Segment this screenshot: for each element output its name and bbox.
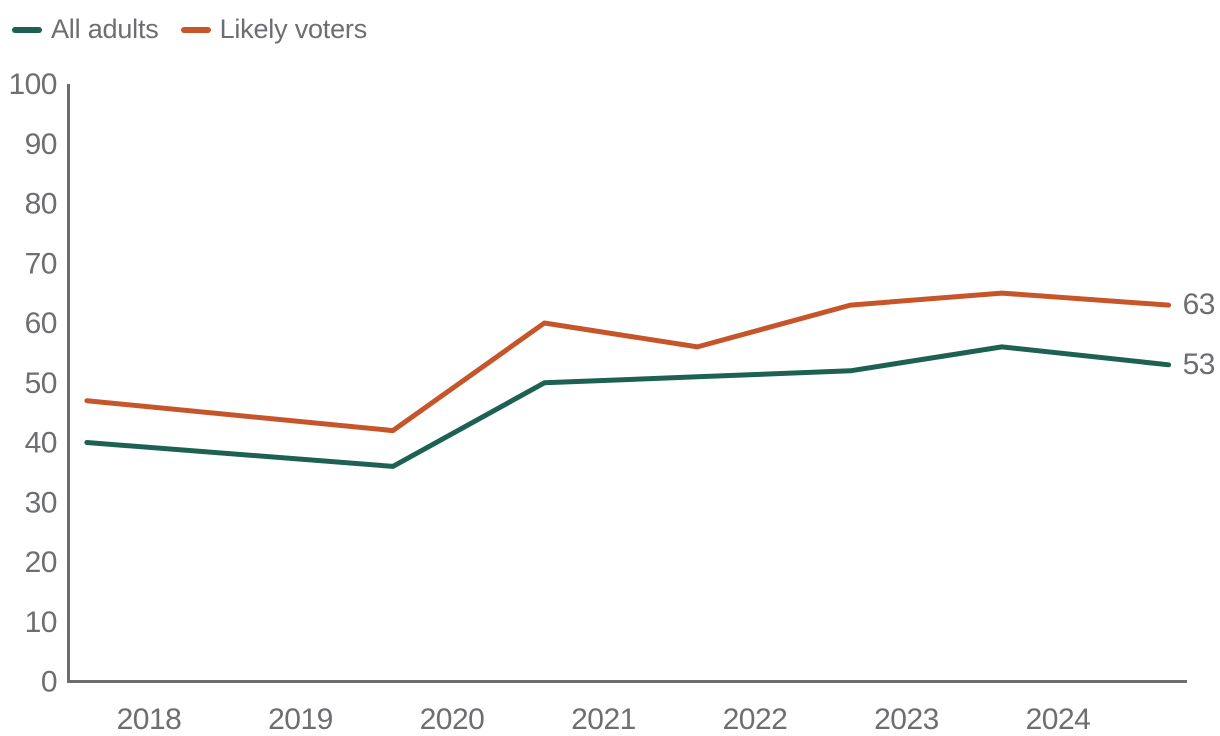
- x-axis-tick-label: 2020: [420, 703, 485, 736]
- y-axis-tick-label: 20: [25, 546, 57, 579]
- x-axis-tick-label: 2023: [874, 703, 939, 736]
- x-axis-tick-label: 2022: [723, 703, 788, 736]
- y-axis-tick-label: 50: [25, 367, 57, 400]
- x-axis-tick-label: 2018: [117, 703, 182, 736]
- y-axis-tick-label: 90: [25, 128, 57, 161]
- y-axis-tick-label: 40: [25, 427, 57, 460]
- series-end-label-all-adults: 53: [1183, 348, 1215, 381]
- y-axis-tick-label: 100: [8, 68, 57, 101]
- x-axis-tick-label: 2021: [571, 703, 636, 736]
- y-axis-tick-label: 30: [25, 486, 57, 519]
- y-axis-tick-label: 60: [25, 307, 57, 340]
- axis-line: [67, 84, 1187, 683]
- x-axis-tick-label: 2019: [268, 703, 333, 736]
- y-axis-tick-label: 10: [25, 606, 57, 639]
- series-line-all-adults: [84, 344, 1172, 469]
- legend: All adults Likely voters: [12, 14, 367, 45]
- y-axis-tick-label: 70: [25, 247, 57, 280]
- series-line-likely-voters: [84, 290, 1172, 434]
- legend-item-likely-voters: Likely voters: [180, 14, 368, 45]
- y-axis-tick-label: 0: [41, 666, 57, 699]
- legend-swatch-likely-voters: [180, 26, 211, 33]
- legend-label-likely-voters: Likely voters: [219, 14, 368, 44]
- legend-swatch-all-adults: [12, 26, 42, 33]
- y-axis-tick-label: 80: [25, 188, 57, 221]
- series-end-label-likely-voters: 63: [1183, 288, 1215, 321]
- legend-item-all-adults: All adults: [12, 14, 159, 45]
- legend-label-all-adults: All adults: [51, 14, 159, 44]
- x-axis-tick-label: 2024: [1026, 703, 1091, 736]
